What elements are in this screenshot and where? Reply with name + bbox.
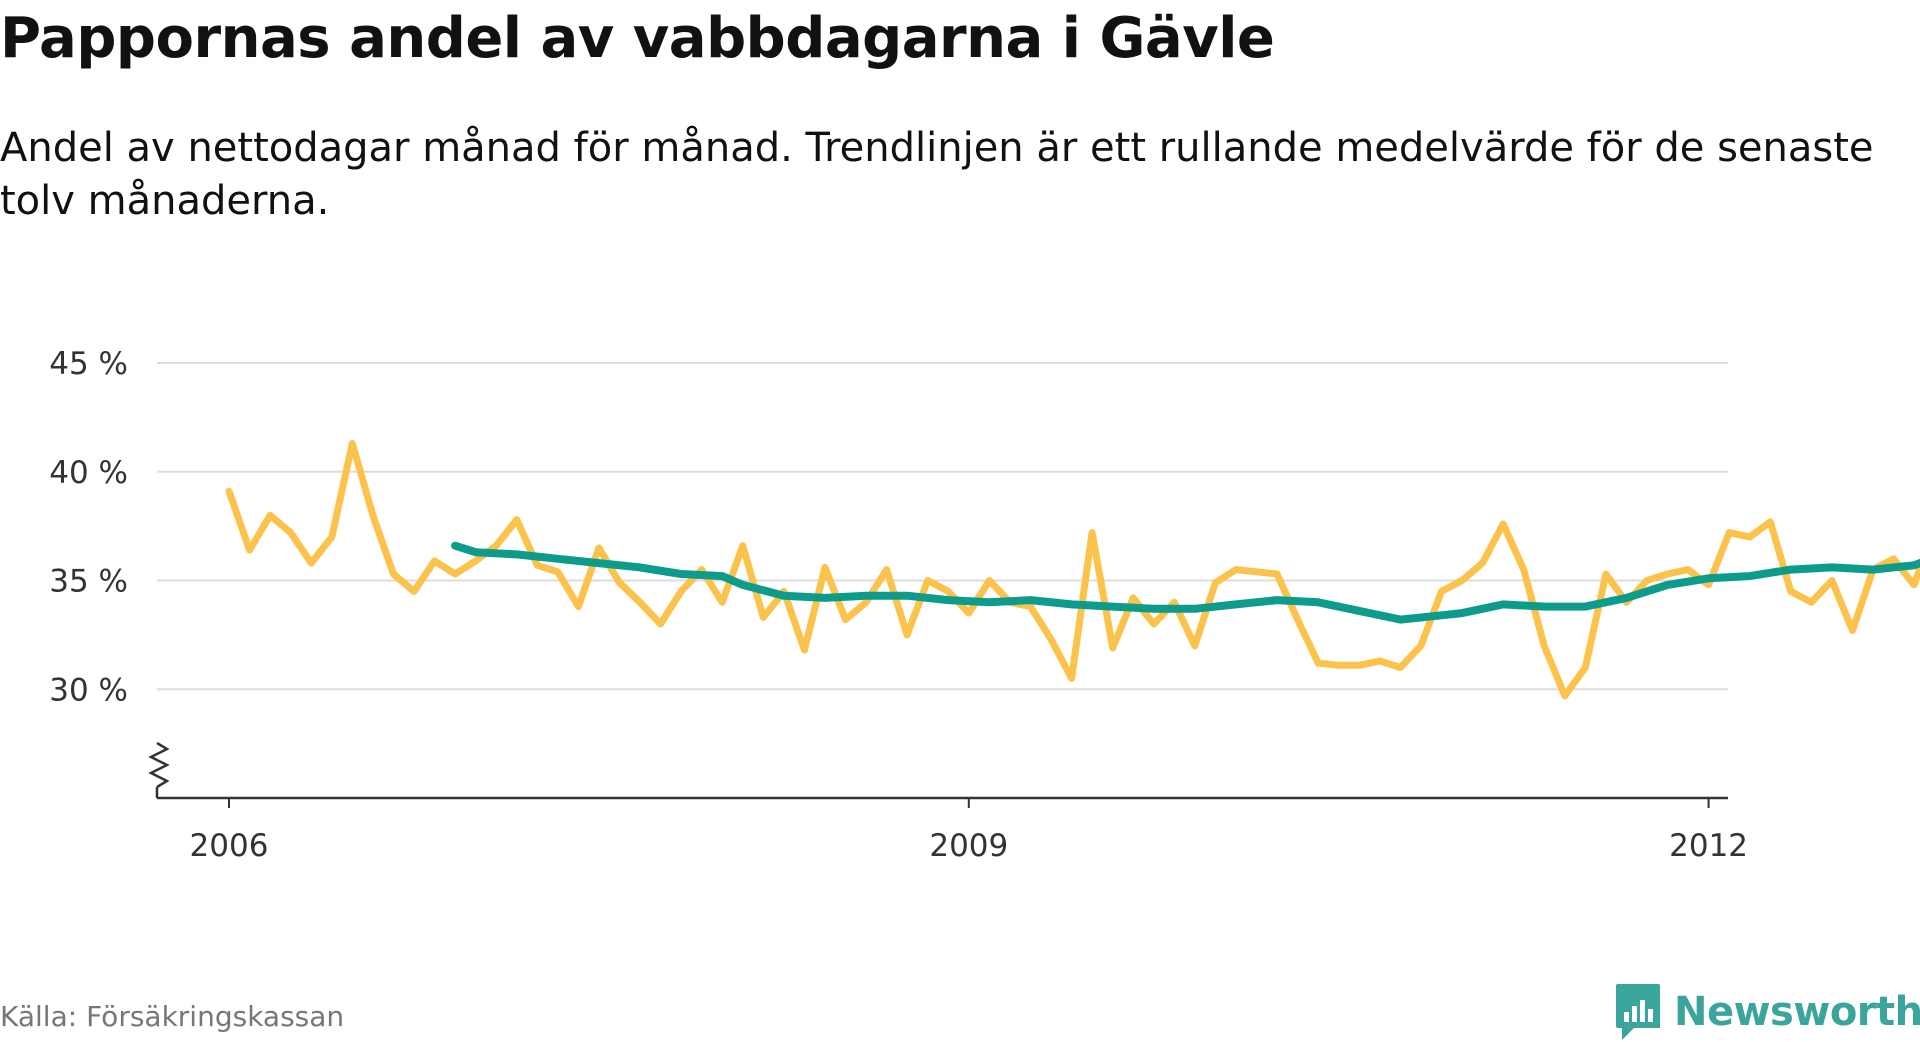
series-line-trend — [451, 541, 1920, 624]
axis-layer: 30 %35 %40 %45 %200620092012201520182021… — [49, 346, 1748, 864]
y-tick-label: 35 % — [49, 564, 128, 600]
chart-subtitle: Andel av nettodagar månad för månad. Tre… — [0, 125, 1874, 224]
axis-break-icon — [148, 741, 170, 789]
y-tick-label: 45 % — [49, 346, 128, 382]
source-note: Källa: Försäkringskassan — [0, 1000, 345, 1033]
series-layer — [225, 440, 1920, 700]
x-tick-label: 2009 — [929, 828, 1008, 864]
series-line-per-manad — [225, 440, 1920, 700]
x-tick-label: 2006 — [190, 828, 269, 864]
line-chart: 30 %35 %40 %45 %200620092012201520182021… — [49, 346, 1920, 864]
grid-layer — [157, 362, 1728, 691]
newsworthy-logo[interactable]: Newsworthy — [1614, 982, 1920, 1042]
x-tick-label: 2012 — [1669, 828, 1748, 864]
newsworthy-logo-icon — [1616, 984, 1660, 1040]
brand-name: Newsworthy — [1674, 989, 1920, 1035]
y-tick-label: 40 % — [49, 455, 128, 491]
chart-title: Pappornas andel av vabbdagarna i Gävle — [0, 6, 1275, 71]
y-tick-label: 30 % — [49, 672, 128, 708]
